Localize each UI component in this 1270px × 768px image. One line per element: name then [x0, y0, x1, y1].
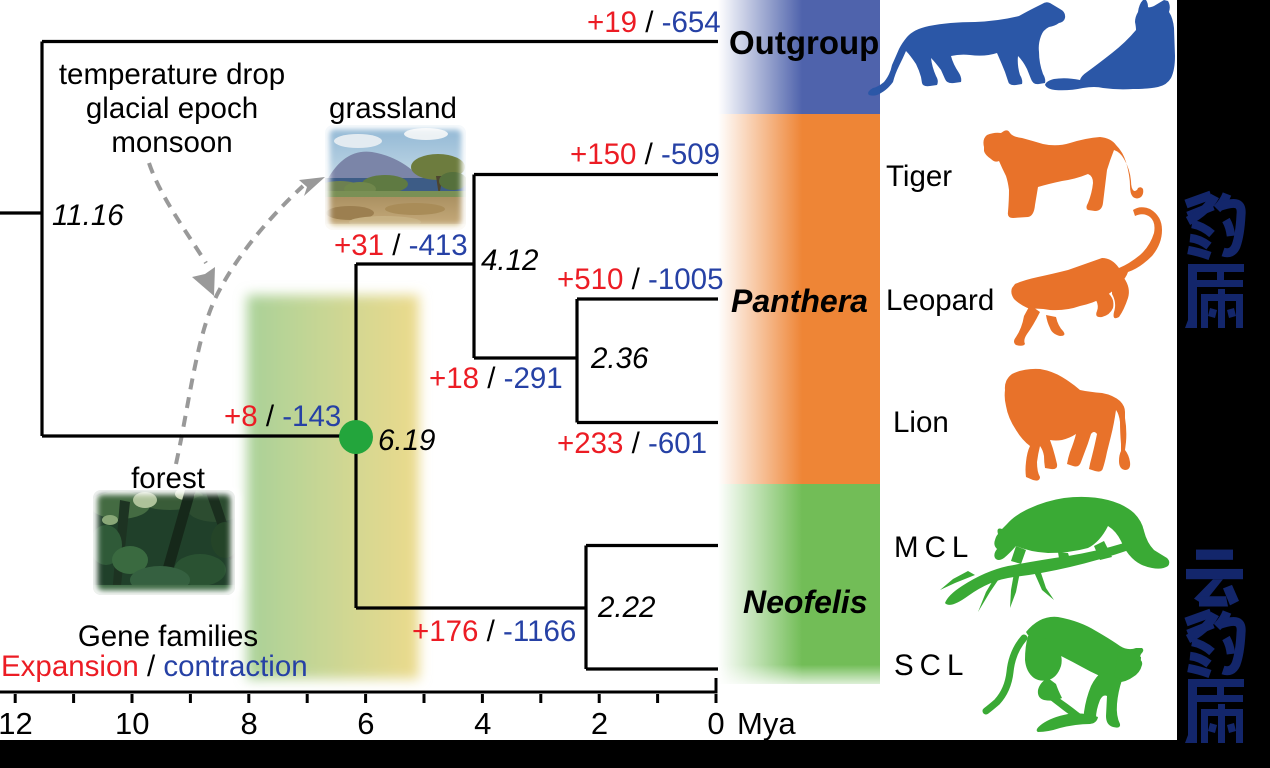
- svg-text:glacial epoch: glacial epoch: [86, 92, 258, 125]
- svg-text:2.36: 2.36: [590, 342, 649, 375]
- svg-text:+31 / -413: +31 / -413: [334, 229, 468, 262]
- svg-text:12: 12: [0, 706, 33, 741]
- svg-text:+150 / -509: +150 / -509: [570, 138, 720, 171]
- svg-text:MCL: MCL: [894, 531, 974, 564]
- svg-text:4.12: 4.12: [481, 244, 538, 277]
- svg-text:+18 / -291: +18 / -291: [429, 362, 563, 395]
- svg-text:0: 0: [707, 706, 724, 741]
- svg-text:Neofelis: Neofelis: [743, 584, 867, 620]
- svg-text:2.22: 2.22: [597, 591, 655, 624]
- svg-text:monsoon: monsoon: [111, 126, 232, 159]
- svg-text:4: 4: [474, 706, 491, 741]
- svg-text:+510 / -1005: +510 / -1005: [557, 263, 724, 296]
- svg-text:+176 / -1166: +176 / -1166: [412, 615, 576, 648]
- svg-text:forest: forest: [131, 462, 205, 495]
- svg-text:Expansion / contraction: Expansion / contraction: [1, 650, 308, 683]
- svg-text:temperature drop: temperature drop: [59, 58, 285, 91]
- svg-text:Leopard: Leopard: [886, 284, 994, 317]
- svg-text:8: 8: [240, 706, 257, 741]
- svg-text:10: 10: [115, 706, 149, 741]
- svg-text:Mya: Mya: [737, 706, 796, 741]
- svg-text:6: 6: [357, 706, 374, 741]
- svg-text:Tiger: Tiger: [886, 160, 952, 193]
- svg-text:2: 2: [591, 706, 608, 741]
- svg-text:Lion: Lion: [893, 406, 949, 439]
- svg-text:Gene families: Gene families: [78, 620, 258, 653]
- svg-text:grassland: grassland: [329, 92, 457, 125]
- svg-text:Panthera: Panthera: [731, 283, 868, 319]
- svg-text:+233 / -601: +233 / -601: [557, 427, 707, 460]
- svg-text:SCL: SCL: [894, 649, 969, 682]
- svg-text:+19 / -654: +19 / -654: [587, 6, 721, 39]
- svg-text:+8 / -143: +8 / -143: [224, 400, 341, 433]
- svg-text:11.16: 11.16: [52, 199, 124, 232]
- svg-text:6.19: 6.19: [378, 424, 435, 457]
- svg-text:Outgroup: Outgroup: [729, 24, 879, 61]
